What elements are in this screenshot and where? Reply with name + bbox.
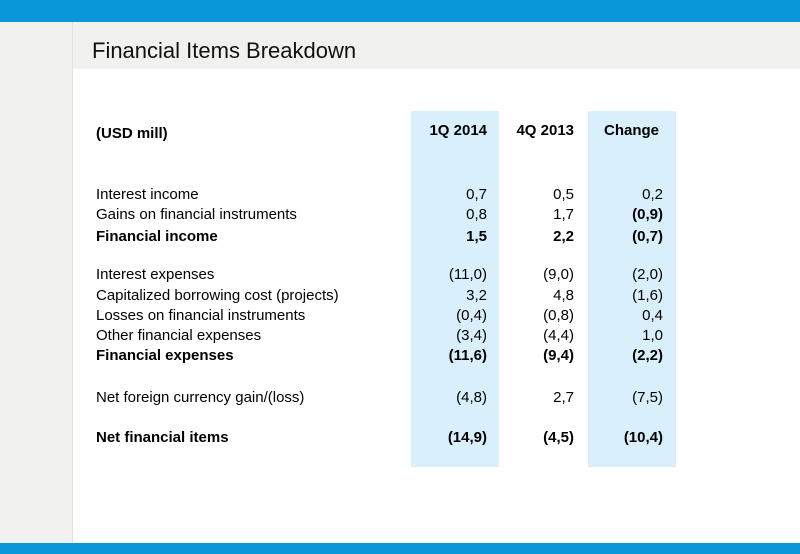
- cell-change: 1,0: [642, 327, 663, 344]
- row-label: Capitalized borrowing cost (projects): [96, 287, 339, 304]
- top-accent-bar: [0, 0, 800, 22]
- cell-4q2013: (9,0): [543, 266, 574, 283]
- page-title: Financial Items Breakdown: [92, 38, 357, 63]
- table-row-subtotal: Financial income 1,5 2,2 (0,7): [0, 227, 800, 247]
- cell-1q2014: 1,5: [466, 228, 487, 245]
- cell-1q2014: (4,8): [456, 389, 487, 406]
- cell-change: 0,2: [642, 186, 663, 203]
- left-divider: [72, 22, 73, 543]
- row-label: Net foreign currency gain/(loss): [96, 389, 305, 406]
- cell-1q2014: (14,9): [447, 429, 487, 446]
- header-band: [0, 22, 800, 69]
- cell-4q2013: (0,8): [543, 307, 574, 324]
- cell-change: (7,5): [632, 389, 663, 406]
- column-highlight-change: [588, 111, 676, 467]
- bottom-accent-bar: [0, 543, 800, 554]
- table-row: Gains on financial instruments 0,8 1,7 (…: [0, 205, 800, 225]
- table-row: Losses on financial instruments (0,4) (0…: [0, 306, 800, 326]
- table-row: Net foreign currency gain/(loss) (4,8) 2…: [0, 388, 800, 408]
- cell-1q2014: 0,8: [466, 206, 487, 223]
- row-label: Other financial expenses: [96, 327, 262, 344]
- column-header-change: Change: [603, 122, 659, 139]
- table-row: Interest income 0,7 0,5 0,2: [0, 185, 800, 205]
- cell-1q2014: (11,0): [448, 266, 487, 283]
- cell-4q2013: 2,7: [553, 389, 574, 406]
- cell-change: (2,0): [632, 266, 663, 283]
- column-header-4q2013: 4Q 2013: [516, 122, 574, 139]
- left-margin-strip: [0, 22, 72, 543]
- table-row-total: Net financial items (14,9) (4,5) (10,4): [0, 428, 800, 448]
- cell-4q2013: (4,5): [543, 429, 574, 446]
- row-label: Interest expenses: [96, 266, 215, 283]
- table-row-subtotal: Financial expenses (11,6) (9,4) (2,2): [0, 346, 800, 366]
- row-label: Net financial items: [96, 429, 229, 446]
- table-header-row: (USD mill) 1Q 2014 4Q 2013 Change: [0, 121, 800, 142]
- row-label: Financial income: [96, 228, 218, 245]
- cell-1q2014: (11,6): [448, 347, 487, 364]
- cell-1q2014: 0,7: [466, 186, 487, 203]
- row-label: Losses on financial instruments: [96, 307, 306, 324]
- cell-change: (0,7): [632, 228, 663, 245]
- cell-4q2013: 1,7: [553, 206, 574, 223]
- cell-4q2013: (9,4): [543, 347, 574, 364]
- cell-1q2014: (0,4): [456, 307, 487, 324]
- row-label: Financial expenses: [96, 347, 234, 364]
- cell-4q2013: (4,4): [543, 327, 574, 344]
- row-label: Interest income: [96, 186, 199, 203]
- cell-4q2013: 4,8: [553, 287, 574, 304]
- cell-change: (0,9): [632, 206, 663, 223]
- cell-4q2013: 0,5: [553, 186, 574, 203]
- cell-1q2014: (3,4): [456, 327, 487, 344]
- table-row: Interest expenses (11,0) (9,0) (2,0): [0, 265, 800, 285]
- table-row: Other financial expenses (3,4) (4,4) 1,0: [0, 326, 800, 346]
- column-header-1q2014: 1Q 2014: [429, 122, 487, 139]
- column-highlight-1q2014: [411, 111, 499, 467]
- cell-change: (10,4): [623, 429, 663, 446]
- unit-label: (USD mill): [96, 125, 168, 142]
- table-row: Capitalized borrowing cost (projects) 3,…: [0, 286, 800, 306]
- cell-change: (2,2): [632, 347, 663, 364]
- row-label: Gains on financial instruments: [96, 206, 297, 223]
- cell-4q2013: 2,2: [553, 228, 574, 245]
- cell-change: 0,4: [642, 307, 663, 324]
- cell-change: (1,6): [632, 287, 663, 304]
- cell-1q2014: 3,2: [466, 287, 487, 304]
